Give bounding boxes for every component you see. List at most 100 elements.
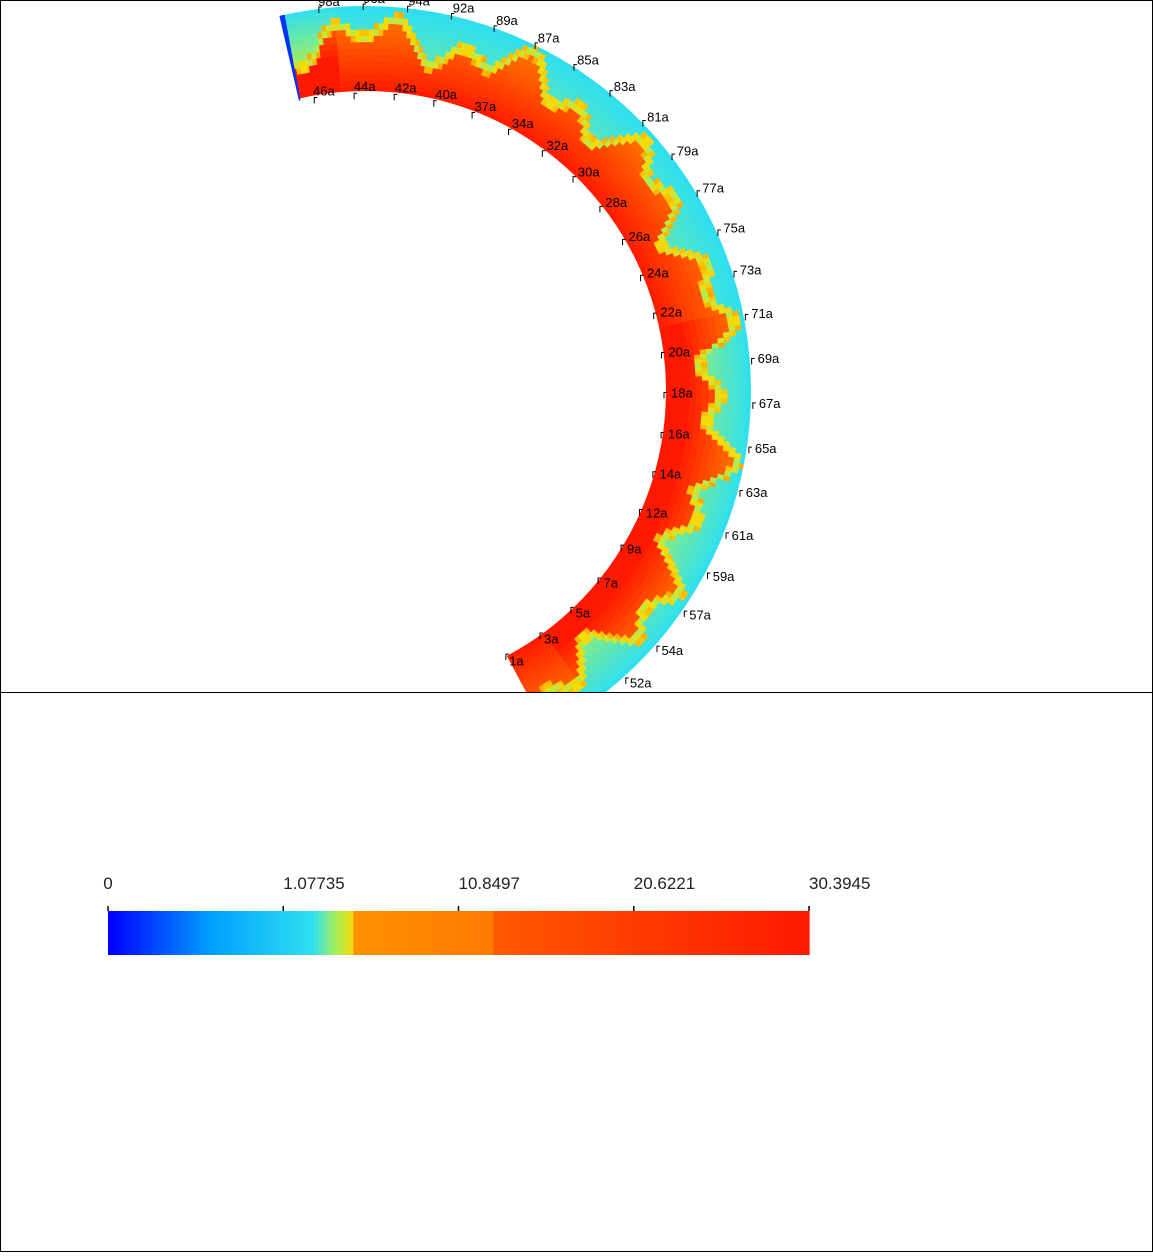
contour-cell	[343, 55, 348, 62]
legend-color-segment	[182, 911, 187, 955]
node-label: 12a	[646, 505, 668, 520]
contour-cell	[701, 412, 708, 417]
node-label: 75a	[723, 221, 745, 236]
contour-cell	[382, 48, 387, 55]
legend-color-segment	[445, 911, 450, 955]
contour-cell	[747, 394, 754, 399]
node-label: 92a	[453, 1, 475, 16]
contour-cell	[376, 86, 380, 93]
node-marker	[542, 151, 545, 157]
legend-color-segment	[713, 911, 718, 955]
contour-cell	[344, 80, 349, 87]
contour-cell	[388, 23, 394, 30]
legend-color-segment	[318, 911, 323, 955]
legend-color-segment	[222, 911, 227, 955]
node-marker	[657, 646, 660, 652]
node-marker	[697, 191, 700, 197]
legend-color-segment	[327, 911, 332, 955]
contour-cell	[689, 372, 696, 377]
contour-cell	[388, 87, 393, 94]
contour-cell	[340, 74, 345, 81]
legend-color-segment	[774, 911, 779, 955]
contour-cell	[383, 23, 388, 30]
legend-color-segment	[248, 911, 253, 955]
node-label: 32a	[547, 138, 569, 153]
contour-cell	[342, 42, 347, 49]
legend-color-segment	[178, 911, 183, 955]
contour-cell	[373, 42, 378, 49]
contour-cell	[341, 29, 346, 36]
contour-cell	[381, 67, 386, 74]
legend-color-segment	[752, 911, 757, 955]
contour-cell	[746, 369, 753, 375]
contour-cell	[702, 385, 709, 390]
contour-cell	[348, 80, 353, 87]
legend-color-segment	[800, 911, 805, 955]
contour-cell	[715, 380, 722, 385]
legend-color-segment	[419, 911, 424, 955]
legend-color-segment	[450, 911, 455, 955]
contour-cell	[694, 359, 701, 364]
contour-cell	[382, 55, 387, 62]
contour-cell	[733, 418, 740, 424]
legend-color-segment	[778, 911, 783, 955]
contour-cell	[702, 376, 709, 381]
contour-cell	[365, 48, 370, 55]
contour-cell	[689, 368, 696, 373]
contour-cell	[720, 366, 727, 371]
node-label: 79a	[677, 143, 699, 158]
contour-cell	[733, 365, 740, 371]
legend-color-segment	[590, 911, 595, 955]
node-label: 34a	[512, 116, 534, 131]
legend-color-segment	[279, 911, 284, 955]
legend-color-segment	[253, 911, 258, 955]
contour-cell	[377, 67, 382, 74]
contour-cell	[386, 55, 391, 62]
legend-color-segment	[638, 911, 643, 955]
contour-cell	[689, 377, 696, 382]
contour-cell	[347, 48, 352, 55]
legend-color-segment	[594, 911, 599, 955]
legend-color-segment	[748, 911, 753, 955]
legend-color-segment	[625, 911, 630, 955]
contour-cell	[382, 61, 387, 68]
contour-cell	[356, 67, 361, 74]
legend-color-segment	[686, 911, 691, 955]
contour-cell	[695, 376, 702, 381]
node-marker	[749, 447, 752, 453]
node-label: 52a	[630, 675, 652, 690]
contour-cell	[708, 385, 715, 390]
legend-color-segment	[511, 911, 516, 955]
legend-color-segment	[362, 911, 367, 955]
contour-cell	[350, 29, 355, 36]
legend-color-segment	[616, 911, 621, 955]
legend-color-segment	[726, 911, 731, 955]
node-label: 16a	[668, 426, 690, 441]
contour-cell	[733, 370, 740, 376]
node-label: 46a	[313, 84, 335, 99]
legend-color-segment	[765, 911, 770, 955]
contour-cell	[715, 385, 722, 390]
contour-cell	[702, 390, 709, 395]
legend-color-segment	[577, 911, 582, 955]
legend-color-segment	[656, 911, 661, 955]
contour-cell	[382, 42, 387, 49]
contour-cell	[708, 367, 715, 372]
legend-color-segment	[345, 911, 350, 955]
contour-cell	[721, 399, 728, 404]
contour-cell	[734, 380, 741, 385]
legend-color-segment	[743, 911, 748, 955]
contour-cell	[365, 61, 370, 68]
node-label: 5a	[576, 606, 591, 621]
contour-cell	[688, 359, 695, 364]
contour-cell	[663, 370, 670, 375]
contour-cell	[708, 371, 715, 376]
contour-cell	[663, 405, 670, 410]
contour-cell	[747, 384, 754, 389]
legend-color-segment	[476, 911, 481, 955]
contour-cell	[355, 42, 360, 49]
contour-cell	[708, 407, 715, 412]
legend-color-segment	[209, 911, 214, 955]
contour-cell	[365, 54, 370, 61]
legend-color-segment	[288, 911, 293, 955]
